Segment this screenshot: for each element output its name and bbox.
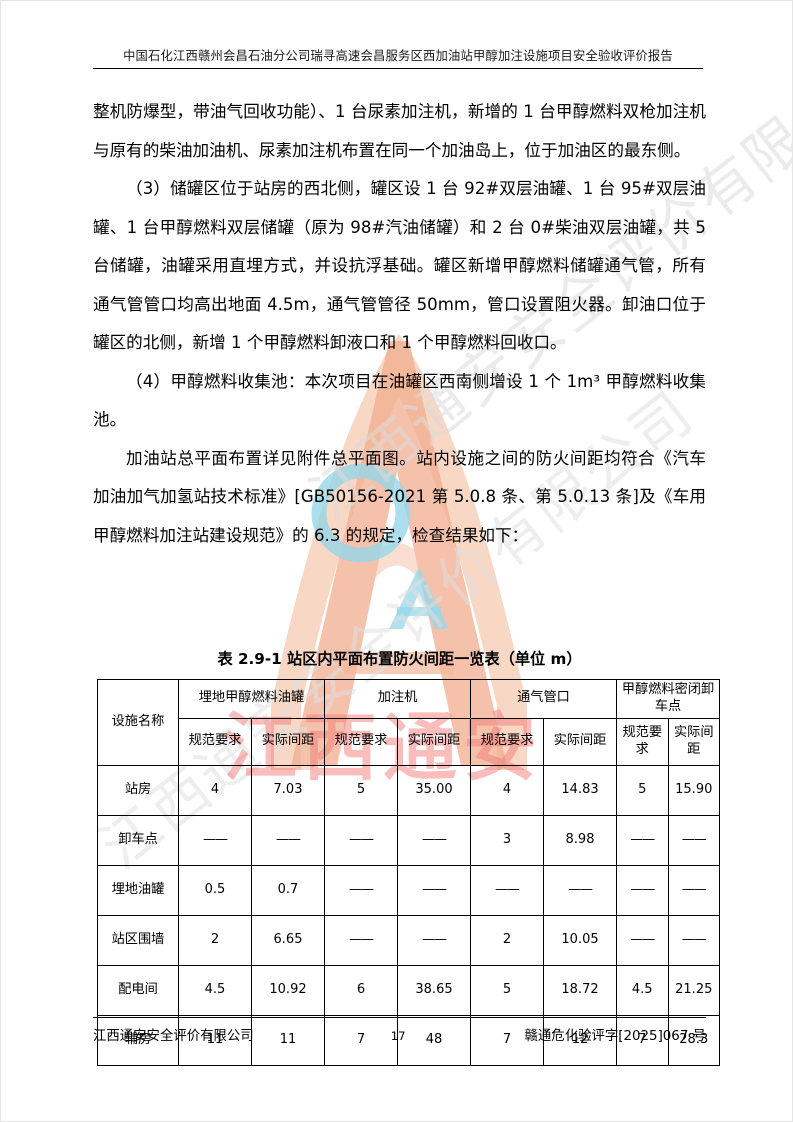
table-cell: ——	[397, 914, 471, 966]
table-cell: 7	[324, 1014, 398, 1066]
table-row: 配电间 4.5 10.92 6 38.65 5 18.72 4.5 21.25	[97, 964, 720, 1016]
table-cell: 7	[470, 1014, 544, 1066]
table-cell: 12	[543, 1014, 617, 1066]
table-cell: 5	[470, 964, 544, 1016]
table-cell: ——	[470, 864, 544, 916]
table-cell: 10.05	[543, 914, 617, 966]
table-cell: 6	[324, 964, 398, 1016]
footer-row: 江西通安安全评价有限公司 17 赣通危化验评字[2025]067 号	[93, 1024, 706, 1044]
table-cell: 8.98	[543, 814, 617, 866]
row-header: 辅房	[97, 1014, 179, 1066]
table-cell: ——	[667, 864, 720, 916]
table-cell: 4	[178, 764, 252, 816]
table-cell: 14.83	[543, 764, 617, 816]
column-sub-header: 实际间距	[251, 717, 325, 766]
table-cell: ——	[667, 814, 720, 866]
table-cell: 28.3	[667, 1014, 720, 1066]
column-sub-header: 规范要求	[616, 717, 669, 766]
paragraph: 整机防爆型，带油气回收功能）、1 台尿素加注机，新增的 1 台甲醇燃料双枪加注机…	[93, 102, 706, 160]
column-group-header: 埋地甲醇燃料油罐	[178, 679, 325, 719]
row-header: 配电间	[97, 964, 179, 1016]
column-group-header: 加注机	[324, 679, 471, 719]
table-cell: ——	[397, 814, 471, 866]
table-cell: 48	[397, 1014, 471, 1066]
table-cell: ——	[397, 864, 471, 916]
footer-company: 江西通安安全评价有限公司	[93, 1029, 254, 1044]
table-cell: 6.65	[251, 914, 325, 966]
footer-rule	[93, 1017, 706, 1018]
row-header: 卸车点	[97, 814, 179, 866]
table-cell: ——	[616, 814, 669, 866]
table-cell: 21.25	[667, 964, 720, 1016]
table-cell: 3	[470, 814, 544, 866]
table-cell: 0.7	[251, 864, 325, 916]
table-cell: 7.03	[251, 764, 325, 816]
table-cell: ——	[178, 814, 252, 866]
paragraph: （3）储罐区位于站房的西北侧，罐区设 1 台 92#双层油罐、1 台 95#双层…	[93, 179, 706, 352]
column-sub-header: 实际间距	[667, 717, 720, 766]
column-group-header: 通气管口	[470, 679, 617, 719]
table-cell: ——	[616, 864, 669, 916]
table-cell: 4	[470, 764, 544, 816]
table-group-header-row: 设施名称 埋地甲醇燃料油罐 加注机 通气管口 甲醇燃料密闭卸车点	[97, 679, 720, 766]
row-header: 站区围墙	[97, 914, 179, 966]
document-body: 整机防爆型，带油气回收功能）、1 台尿素加注机，新增的 1 台甲醇燃料双枪加注机…	[93, 93, 706, 555]
watermark-accent-glyph	[389, 567, 449, 629]
column-sub-header: 规范要求	[178, 717, 252, 766]
page-header: 中国石化江西赣州会昌石油分公司瑞寻高速会昌服务区西加油站甲醇加注设施项目安全验收…	[93, 49, 703, 69]
table-caption: 表 2.9-1 站区内平面布置防火间距一览表（单位 m）	[217, 650, 582, 668]
table-sub-header-row: 规范要求 实际间距 规范要求 实际间距 规范要求 实际间距 规范要求 实际间距	[98, 717, 720, 766]
table-cell: 7	[616, 1014, 669, 1066]
table-cell: 35.00	[397, 764, 471, 816]
table-cell: 5	[324, 764, 398, 816]
table-cell: ——	[616, 914, 669, 966]
table-cell: 0.5	[178, 864, 252, 916]
row-header: 埋地油罐	[97, 864, 179, 916]
table-row: 站房 4 7.03 5 35.00 4 14.83 5 15.90	[97, 764, 720, 816]
table-head: 设施名称 埋地甲醇燃料油罐 加注机 通气管口 甲醇燃料密闭卸车点 规范要求 实际…	[97, 679, 720, 766]
fire-distance-table: 设施名称 埋地甲醇燃料油罐 加注机 通气管口 甲醇燃料密闭卸车点 规范要求 实际…	[97, 679, 720, 1066]
table-cell: ——	[543, 864, 617, 916]
table-cell: 4.5	[616, 964, 669, 1016]
table-cell: 10.92	[251, 964, 325, 1016]
paragraph: （4）甲醇燃料收集池：本次项目在油罐区西南侧增设 1 个 1m³ 甲醇燃料收集池…	[93, 371, 706, 430]
column-sub-header: 实际间距	[397, 717, 471, 766]
table-cell: ——	[324, 814, 398, 866]
row-header: 站房	[97, 764, 179, 816]
header-title: 中国石化江西赣州会昌石油分公司瑞寻高速会昌服务区西加油站甲醇加注设施项目安全验收…	[123, 49, 673, 63]
column-header-facility-name: 设施名称	[97, 679, 179, 766]
column-sub-header: 规范要求	[470, 717, 544, 766]
table-cell: ——	[324, 864, 398, 916]
table-cell: ——	[667, 914, 720, 966]
table-cell: 4.5	[178, 964, 252, 1016]
footer-doc-number: 赣通危化验评字[2025]067 号	[524, 1029, 706, 1044]
table-cell: 11	[251, 1014, 325, 1066]
page-footer: 江西通安安全评价有限公司 17 赣通危化验评字[2025]067 号	[93, 1017, 706, 1044]
paragraph: 加油站总平面布置详见附件总平面图。站内设施之间的防火间距均符合《汽车加油加气加氢…	[93, 448, 706, 545]
column-group-header: 甲醇燃料密闭卸车点	[616, 679, 720, 719]
table-cell: 2	[178, 914, 252, 966]
table-cell: 2	[470, 914, 544, 966]
header-rule	[93, 67, 703, 69]
page-number: 17	[390, 1029, 406, 1043]
table-row: 埋地油罐 0.5 0.7 —— —— —— —— —— ——	[97, 864, 720, 916]
table-row: 辅房 11 11 7 48 7 12 7 28.3	[97, 1014, 720, 1066]
table-row: 站区围墙 2 6.65 —— —— 2 10.05 —— ——	[97, 914, 720, 966]
table-cell: 38.65	[397, 964, 471, 1016]
column-sub-header: 规范要求	[324, 717, 398, 766]
table-body: 站房 4 7.03 5 35.00 4 14.83 5 15.90 卸车点 ——…	[97, 764, 720, 1066]
column-sub-header: 实际间距	[543, 717, 617, 766]
table-cell: 15.90	[667, 764, 720, 816]
table-cell: ——	[324, 914, 398, 966]
table-cell: ——	[251, 814, 325, 866]
table-cell: 18.72	[543, 964, 617, 1016]
table-row: 卸车点 —— —— —— —— 3 8.98 —— ——	[97, 814, 720, 866]
table-cell: 5	[616, 764, 669, 816]
